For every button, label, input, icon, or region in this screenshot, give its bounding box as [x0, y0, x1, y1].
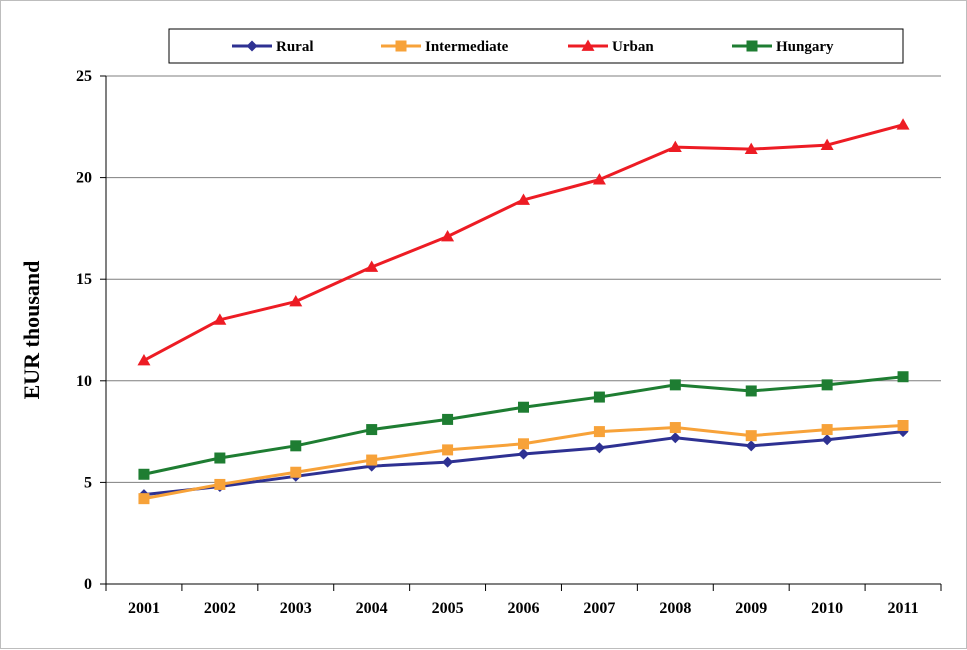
data-point-rural: [745, 440, 757, 452]
data-point-intermediate: [669, 422, 681, 434]
grid-lines: [106, 75, 941, 483]
legend: Rural Intermediate Urban Hungary: [168, 28, 904, 64]
series-line-urban: [143, 123, 904, 362]
series-line-intermediate: [143, 424, 904, 501]
data-point-urban: [289, 295, 303, 307]
legend-item-rural: Rural: [232, 39, 314, 55]
legend-marker-intermediate: [395, 40, 407, 52]
legend-label-hungary: Hungary: [776, 39, 834, 55]
y-axis-label: EUR thousand: [19, 261, 44, 400]
data-point-hungary: [518, 401, 529, 413]
x-tick-label: 2010: [811, 600, 843, 617]
y-tick-label: 0: [84, 576, 92, 593]
series-urban: [137, 118, 910, 366]
data-point-intermediate: [745, 430, 757, 442]
data-point-urban: [896, 118, 910, 130]
data-point-urban: [213, 313, 227, 325]
data-point-urban: [517, 193, 530, 205]
data-point-hungary: [290, 440, 302, 452]
x-tick-label: 2005: [432, 600, 464, 617]
data-point-intermediate: [593, 426, 605, 438]
legend-marker-rural: [246, 40, 258, 52]
data-point-hungary: [745, 385, 757, 397]
data-point-urban: [365, 260, 379, 272]
data-point-hungary: [366, 424, 378, 436]
legend-label-rural: Rural: [276, 39, 314, 55]
x-tick-label: 2011: [887, 600, 918, 617]
data-point-urban: [744, 142, 758, 155]
series-line-hungary: [143, 375, 904, 476]
data-point-rural: [442, 456, 454, 468]
legend-marker-urban: [581, 39, 595, 51]
legend-label-intermediate: Intermediate: [425, 39, 509, 55]
data-point-rural: [593, 442, 605, 454]
data-point-urban: [668, 140, 682, 152]
x-tick-label: 2006: [508, 600, 540, 617]
data-point-hungary: [214, 452, 226, 464]
y-tick-label: 15: [76, 271, 92, 288]
legend-item-intermediate: Intermediate: [381, 39, 509, 55]
y-tick-label: 25: [76, 68, 92, 85]
data-point-rural: [518, 448, 529, 460]
data-point-urban: [441, 230, 455, 242]
data-point-hungary: [821, 379, 833, 391]
data-point-rural: [669, 432, 681, 444]
series-hungary: [138, 371, 909, 480]
data-point-urban: [820, 138, 834, 150]
legend-box: [168, 28, 904, 64]
y-tick-label: 10: [76, 373, 92, 390]
x-tick-label: 2002: [204, 600, 236, 617]
x-tick-label: 2004: [356, 600, 388, 617]
series-intermediate: [138, 420, 909, 505]
x-axis-ticks: 2001 2002 2003 2004 2005 2006 2007 2008 2009 2010…: [105, 584, 942, 617]
data-point-intermediate: [290, 466, 302, 478]
data-point-rural: [821, 434, 833, 446]
x-tick-label: 2003: [280, 600, 312, 617]
data-point-hungary: [593, 391, 605, 403]
x-tick-label: 2008: [659, 600, 691, 617]
series-rural: [138, 426, 909, 501]
x-tick-label: 2001: [128, 600, 160, 617]
data-point-urban: [137, 353, 151, 366]
data-point-intermediate: [366, 454, 378, 466]
data-point-urban: [592, 173, 606, 185]
data-point-intermediate: [442, 444, 454, 456]
data-point-hungary: [138, 468, 150, 480]
legend-label-urban: Urban: [612, 39, 654, 55]
y-axis-ticks: 0 5 10 15 20 25: [76, 68, 106, 593]
data-point-intermediate: [518, 438, 529, 450]
legend-item-urban: Urban: [568, 39, 654, 55]
axes: [105, 76, 941, 585]
legend-marker-hungary: [746, 40, 758, 52]
data-point-intermediate: [821, 424, 833, 436]
data-point-hungary: [669, 379, 681, 391]
data-point-intermediate: [214, 478, 226, 490]
y-tick-label: 20: [76, 170, 92, 187]
data-point-intermediate: [897, 420, 909, 432]
data-point-intermediate: [138, 493, 150, 505]
data-point-hungary: [442, 413, 454, 425]
x-tick-label: 2009: [735, 600, 767, 617]
y-tick-label: 5: [84, 474, 92, 491]
legend-item-hungary: Hungary: [732, 39, 834, 55]
data-point-hungary: [897, 371, 909, 383]
x-tick-label: 2007: [583, 600, 615, 617]
series-group: [137, 118, 910, 505]
